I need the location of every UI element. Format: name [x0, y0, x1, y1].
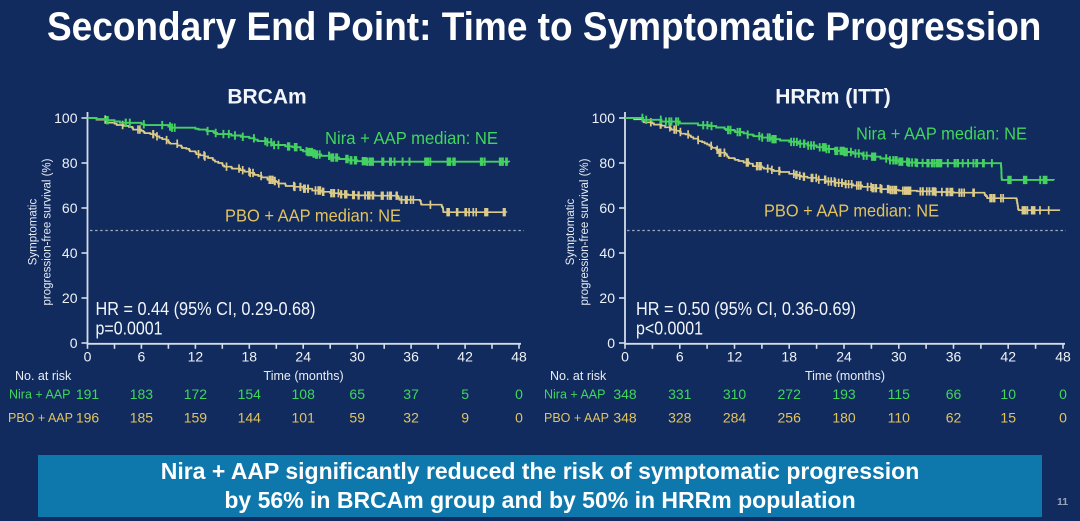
- svg-text:24: 24: [295, 349, 311, 365]
- svg-text:5: 5: [461, 386, 469, 402]
- svg-text:193: 193: [832, 386, 856, 402]
- svg-text:30: 30: [891, 349, 907, 365]
- svg-text:18: 18: [781, 349, 797, 365]
- svg-text:62: 62: [946, 410, 962, 426]
- svg-text:331: 331: [668, 386, 692, 402]
- svg-text:48: 48: [511, 349, 527, 365]
- svg-text:progression-free survival (%): progression-free survival (%): [579, 158, 591, 305]
- svg-text:0: 0: [515, 410, 523, 426]
- svg-text:6: 6: [676, 349, 684, 365]
- svg-text:24: 24: [836, 349, 852, 365]
- svg-text:10: 10: [1000, 386, 1016, 402]
- svg-text:Symptomatic: Symptomatic: [565, 199, 577, 266]
- svg-text:No. at risk: No. at risk: [550, 369, 607, 383]
- svg-text:60: 60: [599, 200, 615, 216]
- svg-text:No. at risk: No. at risk: [15, 369, 72, 383]
- svg-text:Nira + AAP: Nira + AAP: [9, 388, 71, 402]
- svg-text:HR = 0.44 (95% CI, 0.29-0.68): HR = 0.44 (95% CI, 0.29-0.68): [96, 298, 316, 319]
- svg-text:progression-free survival (%): progression-free survival (%): [42, 158, 54, 305]
- svg-text:40: 40: [599, 245, 615, 261]
- svg-text:Nira + AAP: Nira + AAP: [544, 388, 606, 402]
- svg-text:348: 348: [613, 386, 637, 402]
- svg-text:256: 256: [778, 410, 802, 426]
- svg-text:0: 0: [607, 335, 615, 351]
- svg-text:PBO + AAP: PBO + AAP: [544, 411, 609, 425]
- svg-text:HRRm (ITT): HRRm (ITT): [775, 86, 890, 109]
- svg-text:100: 100: [592, 110, 616, 126]
- svg-text:348: 348: [613, 410, 637, 426]
- svg-text:36: 36: [403, 349, 419, 365]
- svg-text:Nira + AAP median: NE: Nira + AAP median: NE: [325, 128, 498, 148]
- svg-text:0: 0: [84, 349, 92, 365]
- svg-text:80: 80: [599, 155, 615, 171]
- svg-text:42: 42: [457, 349, 473, 365]
- svg-text:48: 48: [1055, 349, 1071, 365]
- svg-text:32: 32: [403, 410, 419, 426]
- svg-text:172: 172: [184, 386, 208, 402]
- svg-text:0: 0: [515, 386, 523, 402]
- svg-text:Nira + AAP median: NE: Nira + AAP median: NE: [856, 124, 1027, 144]
- svg-text:66: 66: [946, 386, 962, 402]
- svg-text:0: 0: [621, 349, 629, 365]
- svg-text:310: 310: [723, 386, 747, 402]
- svg-text:p=0.0001: p=0.0001: [96, 318, 163, 339]
- svg-text:59: 59: [349, 410, 365, 426]
- svg-text:101: 101: [292, 410, 316, 426]
- svg-text:159: 159: [184, 410, 208, 426]
- svg-text:191: 191: [76, 386, 100, 402]
- svg-text:272: 272: [778, 386, 802, 402]
- svg-text:196: 196: [76, 410, 100, 426]
- svg-text:328: 328: [668, 410, 692, 426]
- svg-text:PBO + AAP median: NE: PBO + AAP median: NE: [225, 206, 401, 226]
- svg-text:HR = 0.50 (95% CI, 0.36-0.69): HR = 0.50 (95% CI, 0.36-0.69): [636, 298, 856, 319]
- svg-text:20: 20: [599, 290, 615, 306]
- svg-text:115: 115: [888, 386, 911, 402]
- svg-text:BRCAm: BRCAm: [227, 86, 306, 109]
- svg-text:154: 154: [238, 386, 262, 402]
- svg-text:Time (months): Time (months): [264, 369, 344, 383]
- svg-text:18: 18: [242, 349, 258, 365]
- svg-text:9: 9: [461, 410, 469, 426]
- svg-text:20: 20: [62, 290, 78, 306]
- svg-text:0: 0: [70, 335, 78, 351]
- svg-text:185: 185: [130, 410, 154, 426]
- svg-text:110: 110: [888, 410, 911, 426]
- svg-text:108: 108: [292, 386, 316, 402]
- svg-text:12: 12: [727, 349, 743, 365]
- svg-text:183: 183: [130, 386, 154, 402]
- svg-text:80: 80: [62, 155, 78, 171]
- svg-text:Time (months): Time (months): [805, 369, 885, 383]
- svg-text:37: 37: [403, 386, 419, 402]
- svg-text:Symptomatic: Symptomatic: [28, 199, 40, 266]
- svg-text:PBO + AAP median: NE: PBO + AAP median: NE: [764, 201, 939, 221]
- svg-text:42: 42: [1000, 349, 1016, 365]
- svg-text:15: 15: [1000, 410, 1016, 426]
- svg-text:30: 30: [349, 349, 365, 365]
- svg-text:144: 144: [238, 410, 262, 426]
- svg-text:180: 180: [832, 410, 856, 426]
- svg-text:p<0.0001: p<0.0001: [636, 318, 703, 339]
- svg-text:65: 65: [349, 386, 365, 402]
- svg-text:12: 12: [188, 349, 204, 365]
- svg-text:36: 36: [946, 349, 962, 365]
- svg-text:60: 60: [62, 200, 78, 216]
- svg-text:0: 0: [1059, 410, 1067, 426]
- svg-text:6: 6: [138, 349, 146, 365]
- svg-text:284: 284: [723, 410, 747, 426]
- svg-text:0: 0: [1059, 386, 1067, 402]
- svg-text:40: 40: [62, 245, 78, 261]
- svg-text:100: 100: [54, 110, 78, 126]
- svg-text:PBO + AAP: PBO + AAP: [8, 411, 73, 425]
